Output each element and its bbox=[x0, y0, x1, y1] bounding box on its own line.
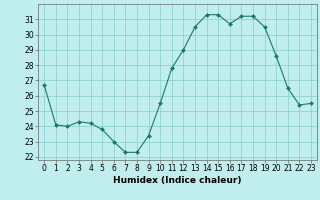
X-axis label: Humidex (Indice chaleur): Humidex (Indice chaleur) bbox=[113, 176, 242, 185]
